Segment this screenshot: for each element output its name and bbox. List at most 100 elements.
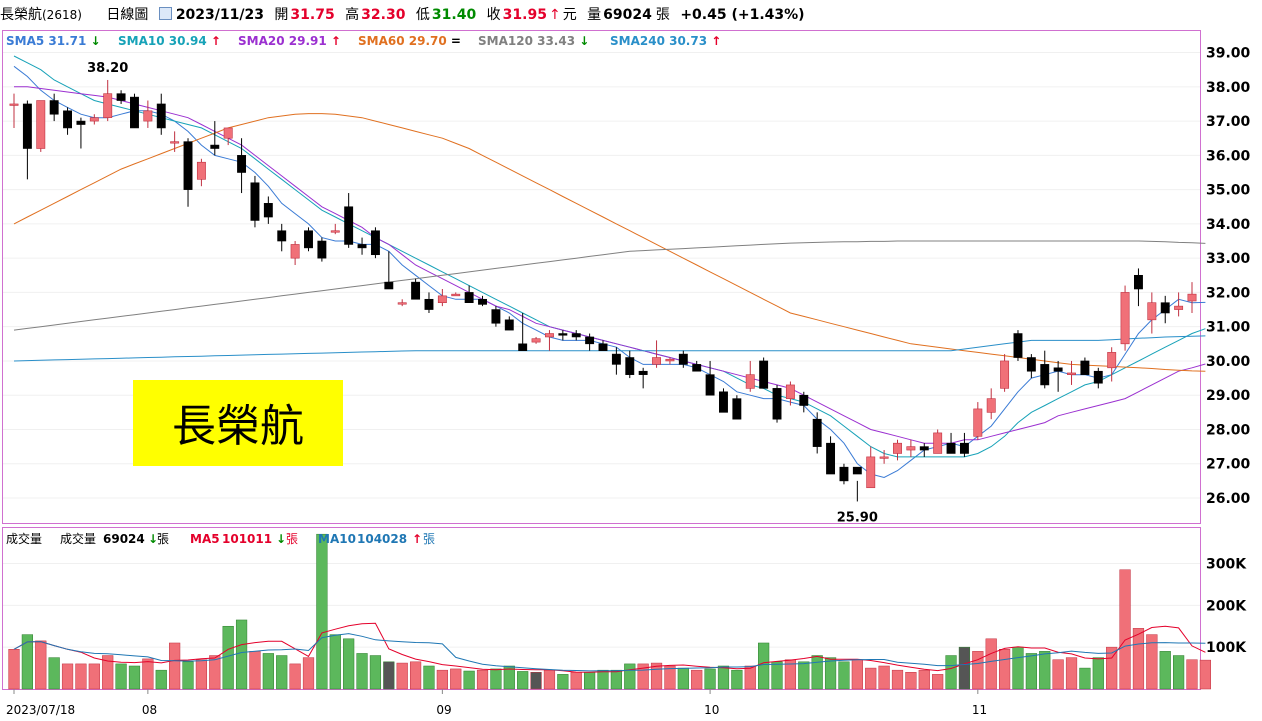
candle-body: [665, 358, 675, 362]
candlestick: [959, 432, 969, 457]
volume-bar: [128, 665, 141, 690]
candlestick: [678, 350, 688, 368]
volume-legend-label: 成交量: [60, 531, 96, 546]
candlestick: [49, 93, 59, 122]
candle-body: [263, 203, 273, 218]
volume-bar: [650, 662, 663, 690]
candlestick: [437, 288, 447, 307]
candlestick: [545, 330, 554, 351]
price-chart[interactable]: 39.00 38.00 37.00 36.00 35.00 34.00 33.00 32.00…: [0, 30, 1262, 721]
price-annotations: 38.20 25.90: [87, 61, 878, 525]
candlestick: [1053, 360, 1063, 392]
candlestick: [866, 446, 876, 489]
candle-body: [719, 391, 728, 413]
volume-bar: [664, 665, 676, 690]
candlestick: [812, 412, 822, 454]
volume-bar: [88, 663, 100, 690]
candle-body: [1026, 357, 1036, 372]
candlestick: [906, 439, 916, 457]
ma-legend-sma60: SMA60 29.70 =: [358, 34, 461, 48]
candle-body: [170, 141, 180, 144]
candle-body: [906, 446, 916, 451]
candlestick: [558, 330, 568, 341]
volume-bar: [891, 669, 904, 690]
candle-body: [1107, 352, 1117, 369]
candle-body: [1053, 367, 1063, 372]
volume-bar: [838, 661, 850, 690]
ma-legend-arrow: ↑: [211, 34, 221, 48]
volume-bar: [316, 533, 328, 690]
candle-body: [277, 230, 287, 242]
volume-legend: 成交量 成交量 69024 ↓ 張 MA5 101011 ↓ 張 MA10 10…: [6, 531, 435, 546]
price-extreme-label: 25.90: [837, 510, 878, 525]
candlestick: [759, 357, 769, 389]
volume-bar: [262, 653, 274, 690]
candlestick: [290, 241, 300, 266]
volume-unit: 張: [655, 7, 670, 23]
candle-body: [799, 394, 809, 406]
volume-bar: [918, 669, 930, 690]
candlestick: [1187, 282, 1197, 313]
vol-ma10-label: MA10: [318, 532, 356, 546]
candlestick: [893, 439, 902, 461]
chart-mode-label[interactable]: 日線圖: [106, 7, 149, 23]
volume-bar: [824, 657, 837, 690]
volume-bar: [142, 658, 154, 690]
volume-bar: [8, 649, 20, 690]
volume-bar: [865, 667, 877, 690]
price-tick-label: 36.00: [1206, 148, 1251, 164]
volume-bar: [530, 672, 542, 690]
candlestick: [89, 114, 99, 125]
volume-bar: [945, 655, 957, 690]
ma-legend-sma240: SMA240 30.73 ↑: [610, 34, 721, 48]
candle-body: [772, 388, 782, 420]
ma-legend-sma120: SMA120 33.43 ↓: [478, 34, 589, 48]
date-toggle-icon[interactable]: [158, 7, 172, 20]
volume-panel-title: 成交量: [6, 531, 42, 546]
candle-body: [290, 244, 300, 259]
candlestick: [518, 312, 528, 351]
volume-bar: [503, 665, 515, 690]
candle-body: [397, 302, 407, 305]
price-tick-label: 31.00: [1206, 320, 1251, 336]
candlestick: [611, 347, 621, 375]
candlestick: [638, 367, 648, 389]
ma-line-sma120: [13, 240, 1206, 331]
volume-axis: 300K 200K 100K: [1206, 556, 1247, 656]
candle-body: [745, 374, 755, 389]
volume-bar: [597, 669, 609, 690]
candlestick: [1080, 357, 1090, 375]
candle-body: [973, 408, 983, 437]
volume-bar: [1065, 657, 1078, 690]
volume-bar: [195, 659, 208, 690]
candle-body: [424, 298, 434, 310]
candle-body: [732, 398, 742, 420]
volume-bar: [985, 638, 997, 690]
candle-body: [879, 456, 889, 459]
volume-bar: [811, 655, 823, 690]
price-tick-label: 33.00: [1206, 251, 1251, 267]
volume-bar: [1186, 659, 1198, 690]
volume-bar: [557, 674, 569, 690]
candle-body: [504, 319, 514, 331]
candlestick: [772, 384, 782, 423]
price-tick-label: 37.00: [1206, 114, 1251, 130]
candlestick: [504, 316, 514, 331]
stock-name: 長榮航: [0, 7, 42, 23]
volume-bar: [155, 669, 167, 690]
volume-bar: [35, 640, 47, 690]
candlestick: [652, 340, 661, 368]
volume-value: 69024: [603, 7, 652, 23]
candle-body: [478, 298, 487, 305]
volume-legend-unit: 張: [157, 532, 169, 546]
volume-bar: [517, 671, 529, 690]
volume-ma-lines: [13, 622, 1206, 673]
ma-legend-sma20: SMA20 29.91 ↑: [238, 34, 341, 48]
candle-body: [652, 357, 661, 365]
candle-body: [1013, 333, 1023, 358]
volume-bar: [369, 655, 382, 690]
price-tick-label: 29.00: [1206, 388, 1251, 404]
candle-body: [464, 292, 474, 303]
open-value: 31.75: [290, 7, 335, 23]
candle-body: [76, 120, 86, 125]
